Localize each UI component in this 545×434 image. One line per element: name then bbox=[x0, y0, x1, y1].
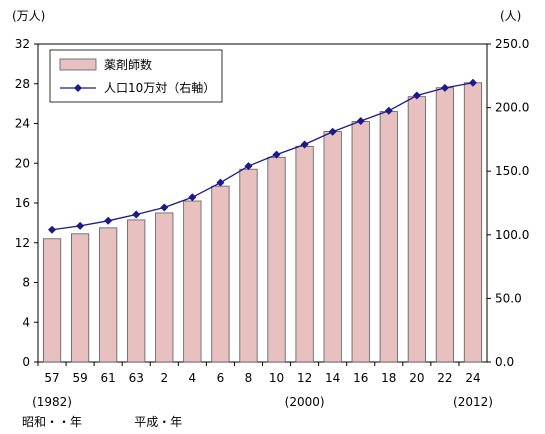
year-note: (2000) bbox=[285, 395, 325, 409]
x-tick-label: 22 bbox=[437, 371, 452, 385]
left-tick-label: 16 bbox=[15, 196, 30, 210]
legend-line-marker bbox=[74, 84, 82, 92]
x-tick-label: 59 bbox=[72, 371, 87, 385]
line-point bbox=[104, 216, 113, 225]
era-label: 昭和・・年 bbox=[22, 415, 82, 429]
line-point bbox=[272, 150, 281, 159]
series-line bbox=[51, 82, 474, 231]
bar bbox=[99, 227, 118, 363]
right-tick-label: 50.0 bbox=[495, 291, 522, 305]
left-tick-label: 24 bbox=[15, 117, 30, 131]
line-point bbox=[384, 106, 393, 115]
left-tick-label: 0 bbox=[22, 355, 30, 369]
right-tick-label: 150.0 bbox=[495, 164, 529, 178]
legend-bar-label: 薬剤師数 bbox=[104, 57, 152, 72]
right-tick-label: 250.0 bbox=[495, 37, 529, 51]
bar bbox=[70, 233, 90, 363]
bar bbox=[463, 82, 483, 363]
bar bbox=[42, 238, 62, 363]
right-tick-label: 0.0 bbox=[495, 355, 514, 369]
line-point bbox=[48, 225, 57, 234]
left-tick-label: 4 bbox=[22, 315, 30, 329]
x-tick-label: 8 bbox=[245, 371, 253, 385]
x-tick-label: 61 bbox=[101, 371, 116, 385]
line-point bbox=[356, 116, 365, 125]
era-label: 平成・年 bbox=[134, 415, 182, 429]
year-note: (1982) bbox=[32, 395, 72, 409]
bar bbox=[351, 121, 370, 363]
line-point bbox=[132, 210, 141, 219]
left-tick-label: 32 bbox=[15, 37, 30, 51]
x-tick-label: 14 bbox=[325, 371, 340, 385]
legend-bar-swatch bbox=[59, 58, 97, 71]
x-tick-label: 12 bbox=[297, 371, 312, 385]
right-tick-label: 200.0 bbox=[495, 101, 529, 115]
bar bbox=[267, 156, 286, 363]
bar bbox=[239, 168, 258, 363]
bar bbox=[379, 111, 398, 363]
bar bbox=[155, 212, 174, 363]
legend-line-label: 人口10万対（右軸） bbox=[104, 80, 215, 95]
line-point bbox=[188, 193, 197, 202]
x-tick-label: 4 bbox=[189, 371, 197, 385]
bar bbox=[407, 96, 426, 363]
left-tick-label: 20 bbox=[15, 156, 30, 170]
line-point bbox=[216, 178, 225, 187]
line-point bbox=[328, 127, 337, 136]
line-point bbox=[160, 203, 169, 212]
line-point bbox=[244, 162, 253, 171]
x-tick-label: 2 bbox=[160, 371, 168, 385]
left-axis-unit: (万人) bbox=[12, 9, 45, 23]
line-point bbox=[468, 78, 477, 87]
bar bbox=[183, 200, 202, 363]
bar bbox=[127, 219, 146, 363]
line-point bbox=[300, 140, 309, 149]
x-tick-label: 24 bbox=[465, 371, 480, 385]
line-point bbox=[76, 221, 85, 230]
bar bbox=[295, 145, 314, 363]
line-point bbox=[412, 91, 421, 100]
bar bbox=[323, 131, 342, 363]
left-tick-label: 28 bbox=[15, 77, 30, 91]
bar bbox=[211, 185, 230, 363]
left-tick-label: 12 bbox=[15, 236, 30, 250]
right-axis-unit: (人) bbox=[500, 9, 521, 23]
year-note: (2012) bbox=[453, 395, 493, 409]
x-tick-label: 6 bbox=[217, 371, 225, 385]
x-tick-label: 57 bbox=[44, 371, 59, 385]
x-tick-label: 20 bbox=[409, 371, 424, 385]
x-tick-label: 10 bbox=[269, 371, 284, 385]
right-tick-label: 100.0 bbox=[495, 228, 529, 242]
left-tick-label: 8 bbox=[22, 276, 30, 290]
plot-area: 0481216202428320.050.0100.0150.0200.0250… bbox=[15, 37, 530, 429]
x-tick-label: 63 bbox=[129, 371, 144, 385]
bar bbox=[435, 87, 455, 363]
x-tick-label: 16 bbox=[353, 371, 368, 385]
line-point bbox=[440, 83, 449, 92]
x-tick-label: 18 bbox=[381, 371, 396, 385]
